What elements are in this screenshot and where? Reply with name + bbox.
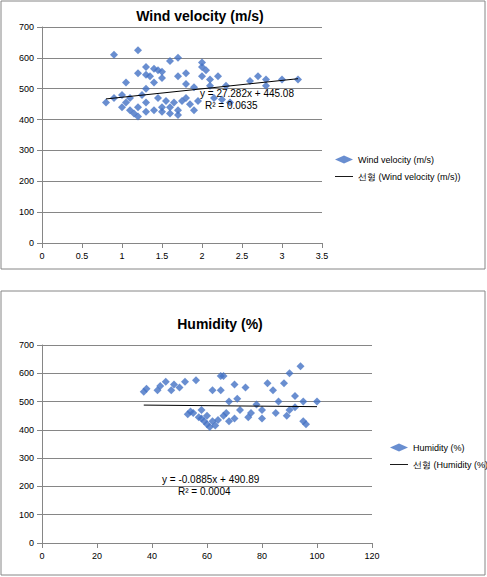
svg-text:Humidity (%): Humidity (%) bbox=[413, 443, 465, 453]
svg-text:2: 2 bbox=[199, 251, 204, 261]
svg-text:700: 700 bbox=[19, 340, 34, 350]
svg-text:600: 600 bbox=[19, 53, 34, 63]
svg-text:400: 400 bbox=[19, 115, 34, 125]
svg-text:200: 200 bbox=[19, 481, 34, 491]
svg-text:700: 700 bbox=[19, 22, 34, 32]
svg-text:120: 120 bbox=[364, 551, 379, 561]
svg-text:40: 40 bbox=[147, 551, 157, 561]
svg-text:300: 300 bbox=[19, 145, 34, 155]
svg-text:0: 0 bbox=[39, 551, 44, 561]
svg-text:선형 (Wind velocity (m/s)): 선형 (Wind velocity (m/s)) bbox=[358, 172, 461, 182]
svg-text:500: 500 bbox=[19, 397, 34, 407]
svg-text:선형 (Humidity (%)): 선형 (Humidity (%)) bbox=[413, 460, 487, 470]
svg-text:1: 1 bbox=[119, 251, 124, 261]
svg-text:100: 100 bbox=[19, 510, 34, 520]
svg-text:60: 60 bbox=[202, 551, 212, 561]
svg-text:600: 600 bbox=[19, 368, 34, 378]
svg-text:80: 80 bbox=[257, 551, 267, 561]
svg-text:100: 100 bbox=[309, 551, 324, 561]
svg-text:0: 0 bbox=[29, 238, 34, 248]
svg-text:100: 100 bbox=[19, 207, 34, 217]
svg-text:0.5: 0.5 bbox=[76, 251, 89, 261]
svg-text:Wind velocity (m/s): Wind velocity (m/s) bbox=[358, 155, 434, 165]
svg-text:20: 20 bbox=[92, 551, 102, 561]
svg-text:y = -0.0885x + 490.89: y = -0.0885x + 490.89 bbox=[162, 474, 260, 485]
svg-text:0: 0 bbox=[39, 251, 44, 261]
svg-text:R² = 0.0004: R² = 0.0004 bbox=[178, 486, 231, 497]
svg-text:3: 3 bbox=[279, 251, 284, 261]
svg-text:1.5: 1.5 bbox=[156, 251, 169, 261]
svg-text:Wind velocity (m/s): Wind velocity (m/s) bbox=[136, 8, 263, 24]
svg-text:500: 500 bbox=[19, 84, 34, 94]
svg-text:3.5: 3.5 bbox=[316, 251, 329, 261]
svg-text:300: 300 bbox=[19, 453, 34, 463]
svg-text:Humidity (%): Humidity (%) bbox=[177, 316, 263, 332]
svg-text:400: 400 bbox=[19, 425, 34, 435]
svg-text:200: 200 bbox=[19, 176, 34, 186]
svg-text:0: 0 bbox=[29, 538, 34, 548]
svg-text:y = 27.282x + 445.08: y = 27.282x + 445.08 bbox=[200, 88, 294, 99]
svg-text:2.5: 2.5 bbox=[236, 251, 249, 261]
svg-text:R² = 0.0635: R² = 0.0635 bbox=[205, 100, 258, 111]
